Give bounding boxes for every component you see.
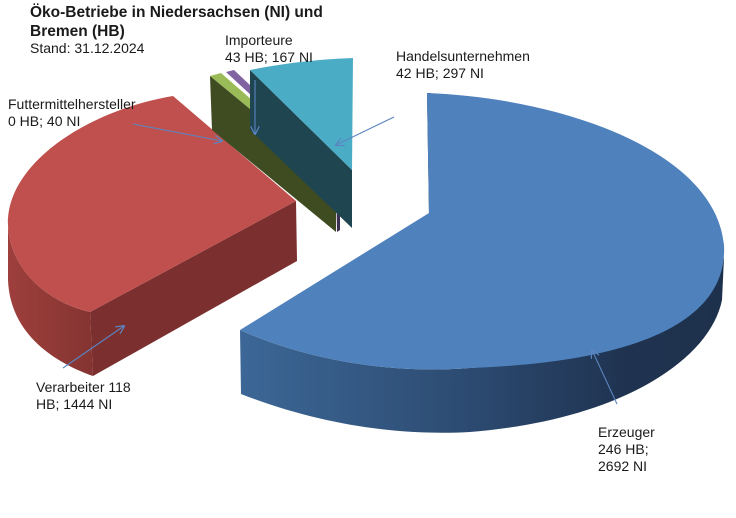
slice-handelsunternehmen[interactable] [250,58,353,228]
label-importeure: Importeure 43 HB; 167 NI [225,32,313,65]
leader-lines [62,80,618,405]
label-verarbeiter: Verarbeiter 118 HB; 1444 NI [36,379,131,412]
label-erzeuger: Erzeuger 246 HB; 2692 NI [598,424,655,474]
label-handelsunternehmen: Handelsunternehmen 42 HB; 297 NI [396,48,530,81]
slice-verarbeiter[interactable] [7,96,297,376]
chart-title: Öko-Betriebe in Niedersachsen (NI) und B… [30,4,323,40]
slice-erzeuger[interactable] [240,93,725,433]
chart-subtitle: Stand: 31.12.2024 [30,40,145,56]
label-futtermittelhersteller: Futtermittelhersteller 0 HB; 40 NI [8,96,136,129]
